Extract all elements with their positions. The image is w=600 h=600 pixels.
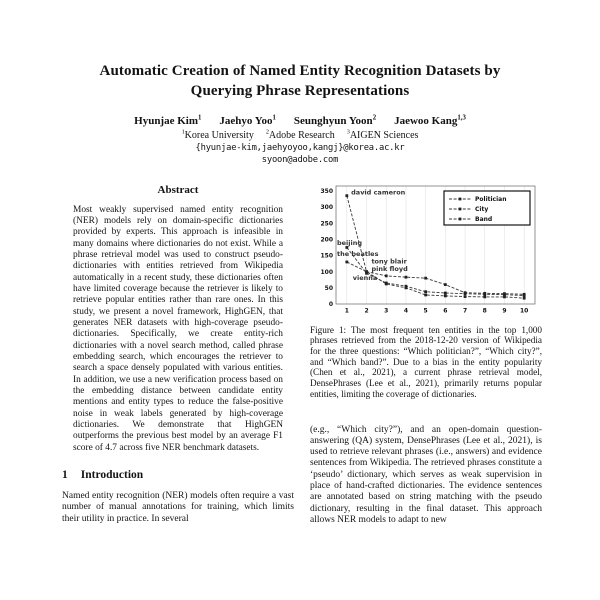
section-number: 1 (62, 469, 68, 482)
data-point-marker (522, 293, 526, 297)
affiliation: 1Korea University (181, 128, 254, 141)
affiliation-superscript: 3 (346, 128, 350, 136)
x-tick-label: 5 (424, 307, 428, 314)
annotation-label: tony blair (371, 257, 407, 265)
annotation-label: the beatles (337, 250, 379, 258)
x-tick-label: 8 (483, 307, 487, 314)
y-tick-label: 250 (320, 220, 333, 227)
y-tick-label: 200 (320, 236, 333, 243)
plot-frame (335, 185, 536, 304)
affiliation: 3AIGEN Sciences (346, 128, 419, 141)
author: Jaewoo Kang1,3 (394, 113, 466, 127)
data-point-marker (404, 284, 408, 288)
data-point-marker (483, 292, 487, 296)
section-title: Introduction (80, 469, 144, 482)
paper-title: Automatic Creation of Named Entity Recog… (99, 63, 501, 99)
left-column: Abstract Most weakly supervised named en… (62, 178, 294, 527)
figure1-caption: Figure 1: The most frequent ten entities… (310, 324, 542, 399)
email-line-1: {hyunjae-kim,jaehyoyoo,kangj}@korea.ac.k… (195, 142, 405, 153)
author-superscript: 1 (272, 113, 276, 121)
data-point-marker (443, 294, 447, 297)
data-point-marker (443, 282, 447, 286)
y-tick-label: 300 (320, 204, 333, 211)
data-point-marker (503, 295, 506, 298)
y-tick-label: 100 (320, 268, 333, 275)
annotation-label: beijing (337, 238, 362, 246)
legend-label: Politician (475, 196, 507, 203)
annotation-label: david cameron (351, 188, 406, 196)
affiliation-superscript: 1 (181, 128, 185, 136)
affiliation: 2Adobe Research (265, 128, 335, 141)
x-tick-label: 4 (404, 307, 408, 314)
affiliation-superscript: 2 (265, 128, 269, 136)
right-column: 0 50 100 150 200 250 300 350 1 2 3 4 5 6 7 8 9 10 david ca… (310, 178, 542, 527)
data-point-marker (443, 291, 447, 295)
right-column-text: (e.g., “Which city?”), and an open-domai… (310, 424, 542, 525)
x-tick-label: 10 (520, 307, 528, 314)
data-point-marker (345, 245, 349, 249)
data-point-marker (424, 289, 428, 293)
author-superscript: 1 (198, 113, 202, 121)
legend-label: City (475, 206, 488, 213)
y-tick-label: 0 (329, 301, 333, 308)
x-tick-label: 9 (502, 307, 506, 314)
y-tick-label: 50 (325, 285, 333, 292)
author-superscript: 1,3 (457, 113, 466, 121)
data-point-marker (424, 276, 428, 280)
x-tick-label: 7 (463, 307, 467, 314)
legend-marker (458, 207, 462, 210)
x-tick-label: 6 (443, 307, 447, 314)
x-tick-label: 3 (384, 307, 388, 314)
two-column-body: Abstract Most weakly supervised named en… (0, 178, 600, 527)
data-point-marker (365, 271, 368, 275)
annotation-label: vienna (353, 274, 378, 282)
data-point-marker (483, 295, 487, 298)
email-line-2: syoon@adobe.com (261, 154, 339, 165)
y-tick-label: 150 (320, 252, 333, 259)
data-point-marker (404, 275, 408, 279)
legend-marker (458, 217, 462, 220)
data-point-marker (522, 296, 526, 300)
data-point-marker (463, 291, 467, 295)
introduction-text: Named entity recognition (NER) models of… (62, 491, 294, 524)
abstract-heading: Abstract (157, 183, 199, 196)
abstract-text: Most weakly supervised named entity reco… (73, 204, 283, 453)
series-line-politician (346, 195, 525, 295)
y-tick-label: 350 (320, 188, 333, 195)
affiliation-line: 1Korea University 2Adobe Research 3AIGEN S… (0, 128, 600, 141)
data-point-marker (503, 292, 506, 296)
x-tick-label: 2 (364, 307, 368, 314)
author: Jaehyo Yoo1 (219, 113, 276, 127)
figure1-line-chart: 0 50 100 150 200 250 300 350 1 2 3 4 5 6 7 8 9 10 david ca… (320, 185, 536, 314)
legend-marker (458, 197, 462, 200)
annotation-label: pink floyd (371, 265, 408, 273)
legend-label: Band (475, 216, 492, 223)
data-point-marker (345, 260, 349, 263)
data-point-marker (463, 294, 467, 298)
introduction-heading: 1 Introduction (62, 469, 294, 481)
data-point-marker (424, 293, 428, 296)
x-tick-label: 1 (345, 307, 349, 314)
series-line-band (346, 261, 525, 299)
data-point-marker (365, 269, 368, 273)
author-line: Hyunjae Kim1 Jaehyo Yoo1 Seunghyun Yoon2 Ja… (0, 113, 600, 127)
data-point-marker (404, 286, 408, 289)
data-point-marker (345, 193, 349, 197)
author: Hyunjae Kim1 (134, 113, 202, 127)
author-superscript: 2 (372, 113, 377, 121)
data-point-marker (384, 274, 388, 277)
author: Seunghyun Yoon2 (293, 113, 377, 127)
data-point-marker (384, 282, 388, 285)
